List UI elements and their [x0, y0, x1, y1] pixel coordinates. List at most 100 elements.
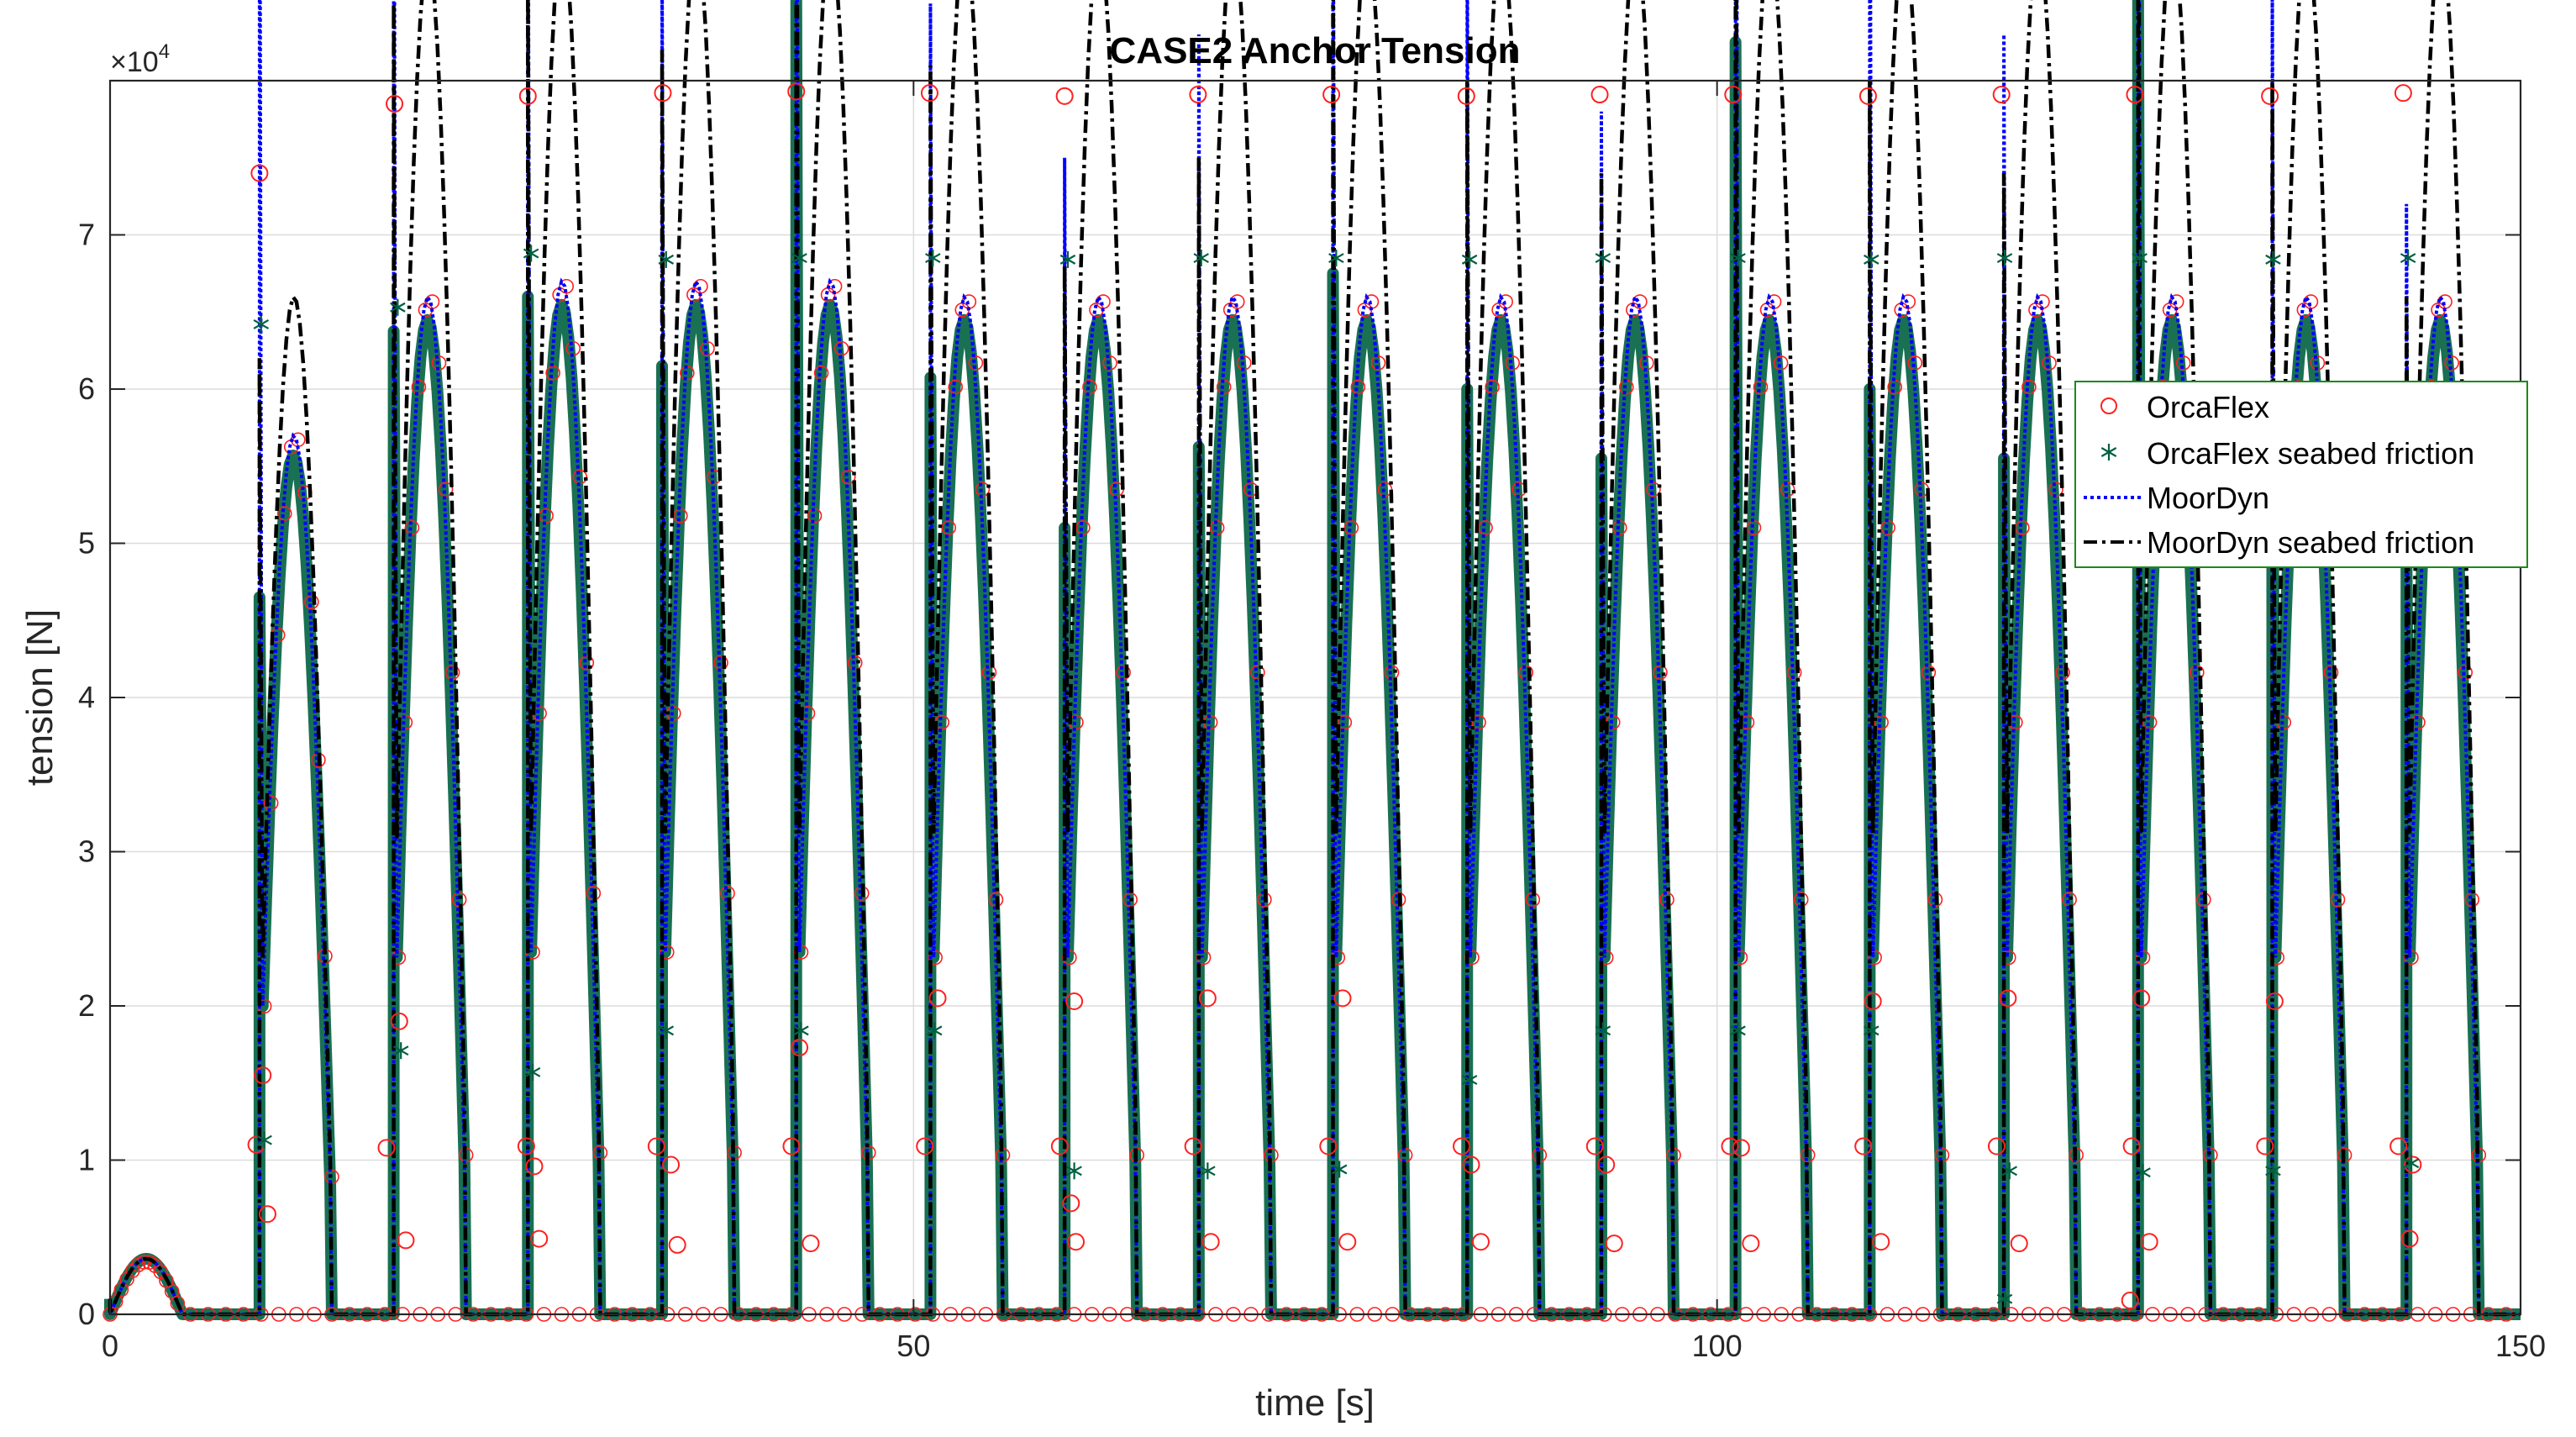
axis-ticks: 0 50 100 150 0 1 2 3 4 5 6 7 [78, 81, 2546, 1363]
orcaflex-point [647, 1137, 665, 1155]
orcaflex-sample-circle [1921, 665, 1937, 681]
orcaflex-sample-circle [948, 379, 964, 395]
data-point-asterisk [1328, 250, 1344, 267]
orcaflex-sample-circle [1350, 379, 1366, 395]
orcaflex-point [916, 1137, 934, 1155]
orcaflex-sample-circle [559, 278, 574, 294]
y-tick-label: 1 [78, 1143, 95, 1177]
orcaflex-point [1462, 1155, 1480, 1174]
data-point-asterisk [524, 1063, 541, 1081]
data-point-asterisk [1461, 250, 1478, 268]
orcaflex-sample-circle [1075, 520, 1091, 535]
orcaflex-point [782, 1137, 801, 1155]
orcaflex-point [2126, 86, 2144, 104]
orcaflex-point [2140, 1233, 2158, 1251]
x-tick-label: 100 [1692, 1329, 1743, 1363]
orcaflex-start-circle [124, 1263, 140, 1279]
orcaflex-point [518, 87, 537, 105]
orcaflex-point [1721, 1137, 1739, 1155]
orcaflex-point [1864, 992, 1882, 1010]
orcaflex-point [2132, 989, 2151, 1008]
orcaflex-point [525, 1157, 544, 1176]
orcaflex-point [662, 1155, 681, 1174]
data-point-asterisk [1331, 1161, 1348, 1178]
legend-label-orcaflex: OrcaFlex [2147, 390, 2269, 424]
orcaflex-point [1065, 992, 1084, 1010]
orcaflex-point [2122, 1137, 2141, 1155]
orcaflex-point [1590, 86, 1609, 104]
orcaflex-sample-circle [276, 506, 292, 521]
orcaflex-start-circle [119, 1271, 134, 1287]
y-tick-label: 0 [78, 1297, 95, 1331]
orcaflex-sample-circle [1646, 482, 1661, 497]
data-point-asterisk [1996, 1290, 2013, 1308]
orcaflex-point [1050, 1137, 1069, 1155]
orcaflex-start-circle [164, 1283, 180, 1299]
y-tick-label: 5 [78, 526, 95, 561]
x-tick-label: 0 [102, 1329, 118, 1363]
orcaflex-point [1854, 1137, 1873, 1155]
orcaflex-point [1062, 1194, 1080, 1213]
orcaflex-sample-circle [404, 520, 420, 535]
orcaflex-point [1987, 1137, 2006, 1155]
orcaflex-sample-circle [968, 355, 984, 371]
data-point-asterisk [1595, 250, 1611, 267]
data-point-asterisk [791, 250, 807, 267]
orcaflex-point [787, 82, 806, 101]
orcaflex-sample-circle [411, 379, 427, 395]
data-point-asterisk [256, 1131, 272, 1149]
orcaflex-sample-circle [1471, 714, 1486, 730]
legend-label-orcaflex-seabed-friction: OrcaFlex seabed friction [2147, 436, 2474, 471]
orcaflex-point [1585, 1137, 1604, 1155]
orcaflex-point [1201, 1233, 1220, 1251]
orcaflex-sample-circle [941, 520, 957, 535]
data-point-asterisk [2001, 1162, 2018, 1180]
orcaflex-point [2256, 1137, 2274, 1155]
data-point-asterisk [2403, 1155, 2420, 1172]
orcaflex-point [2394, 84, 2412, 103]
data-point-asterisk [390, 298, 406, 316]
orcaflex-point [1597, 1155, 1616, 1174]
orcaflex-sample-circle [659, 945, 675, 960]
data-point-asterisk [793, 1022, 809, 1040]
data-point-asterisk [1066, 1162, 1082, 1180]
orcaflex-point [377, 1139, 396, 1157]
orcaflex-sample-circle [2021, 379, 2037, 395]
data-point-asterisk [2132, 250, 2148, 267]
data-point-asterisk [392, 1042, 409, 1060]
grid-lines [110, 81, 2521, 1314]
orcaflex-sample-circle [1505, 355, 1520, 371]
orcaflex-point [1999, 989, 2017, 1008]
orcaflex-point [1184, 1137, 1202, 1155]
orcaflex-sample-circle [1343, 520, 1359, 535]
data-point-asterisk [1059, 250, 1076, 268]
data-point-asterisk [925, 250, 941, 267]
data-point-asterisk [1996, 250, 2013, 267]
orcaflex-sample-circle [1082, 379, 1097, 395]
orcaflex-sample-circle [700, 340, 715, 356]
data-point-asterisk [2265, 1162, 2281, 1180]
y-exponent-label: ×104 [110, 40, 170, 78]
data-point-asterisk [1864, 1022, 1879, 1040]
data-point-asterisk [253, 315, 270, 333]
orcaflex-point [397, 1231, 415, 1250]
orcaflex-point [2389, 1137, 2408, 1155]
orcaflex-point [1333, 989, 1352, 1008]
orcaflex-sample-circle [263, 795, 279, 811]
data-point-asterisk [658, 1022, 675, 1040]
x-tick-label: 150 [2495, 1329, 2546, 1363]
orcaflex-point [1055, 87, 1074, 105]
orcaflex-point [517, 1137, 535, 1155]
data-point-asterisk [1730, 1022, 1746, 1040]
data-point-asterisk [926, 1022, 943, 1040]
orcaflex-point [258, 1205, 276, 1224]
orcaflex-sample-circle [813, 365, 829, 381]
data-point-asterisk [1193, 250, 1209, 267]
legend-box [2074, 381, 2528, 568]
orcaflex-sample-circle [1632, 294, 1648, 309]
orcaflex-sample-circle [1370, 355, 1386, 371]
orcaflex-sample-circle [304, 594, 319, 610]
orcaflex-point [1457, 87, 1475, 105]
orcaflex-sample-circle [1786, 665, 1802, 681]
